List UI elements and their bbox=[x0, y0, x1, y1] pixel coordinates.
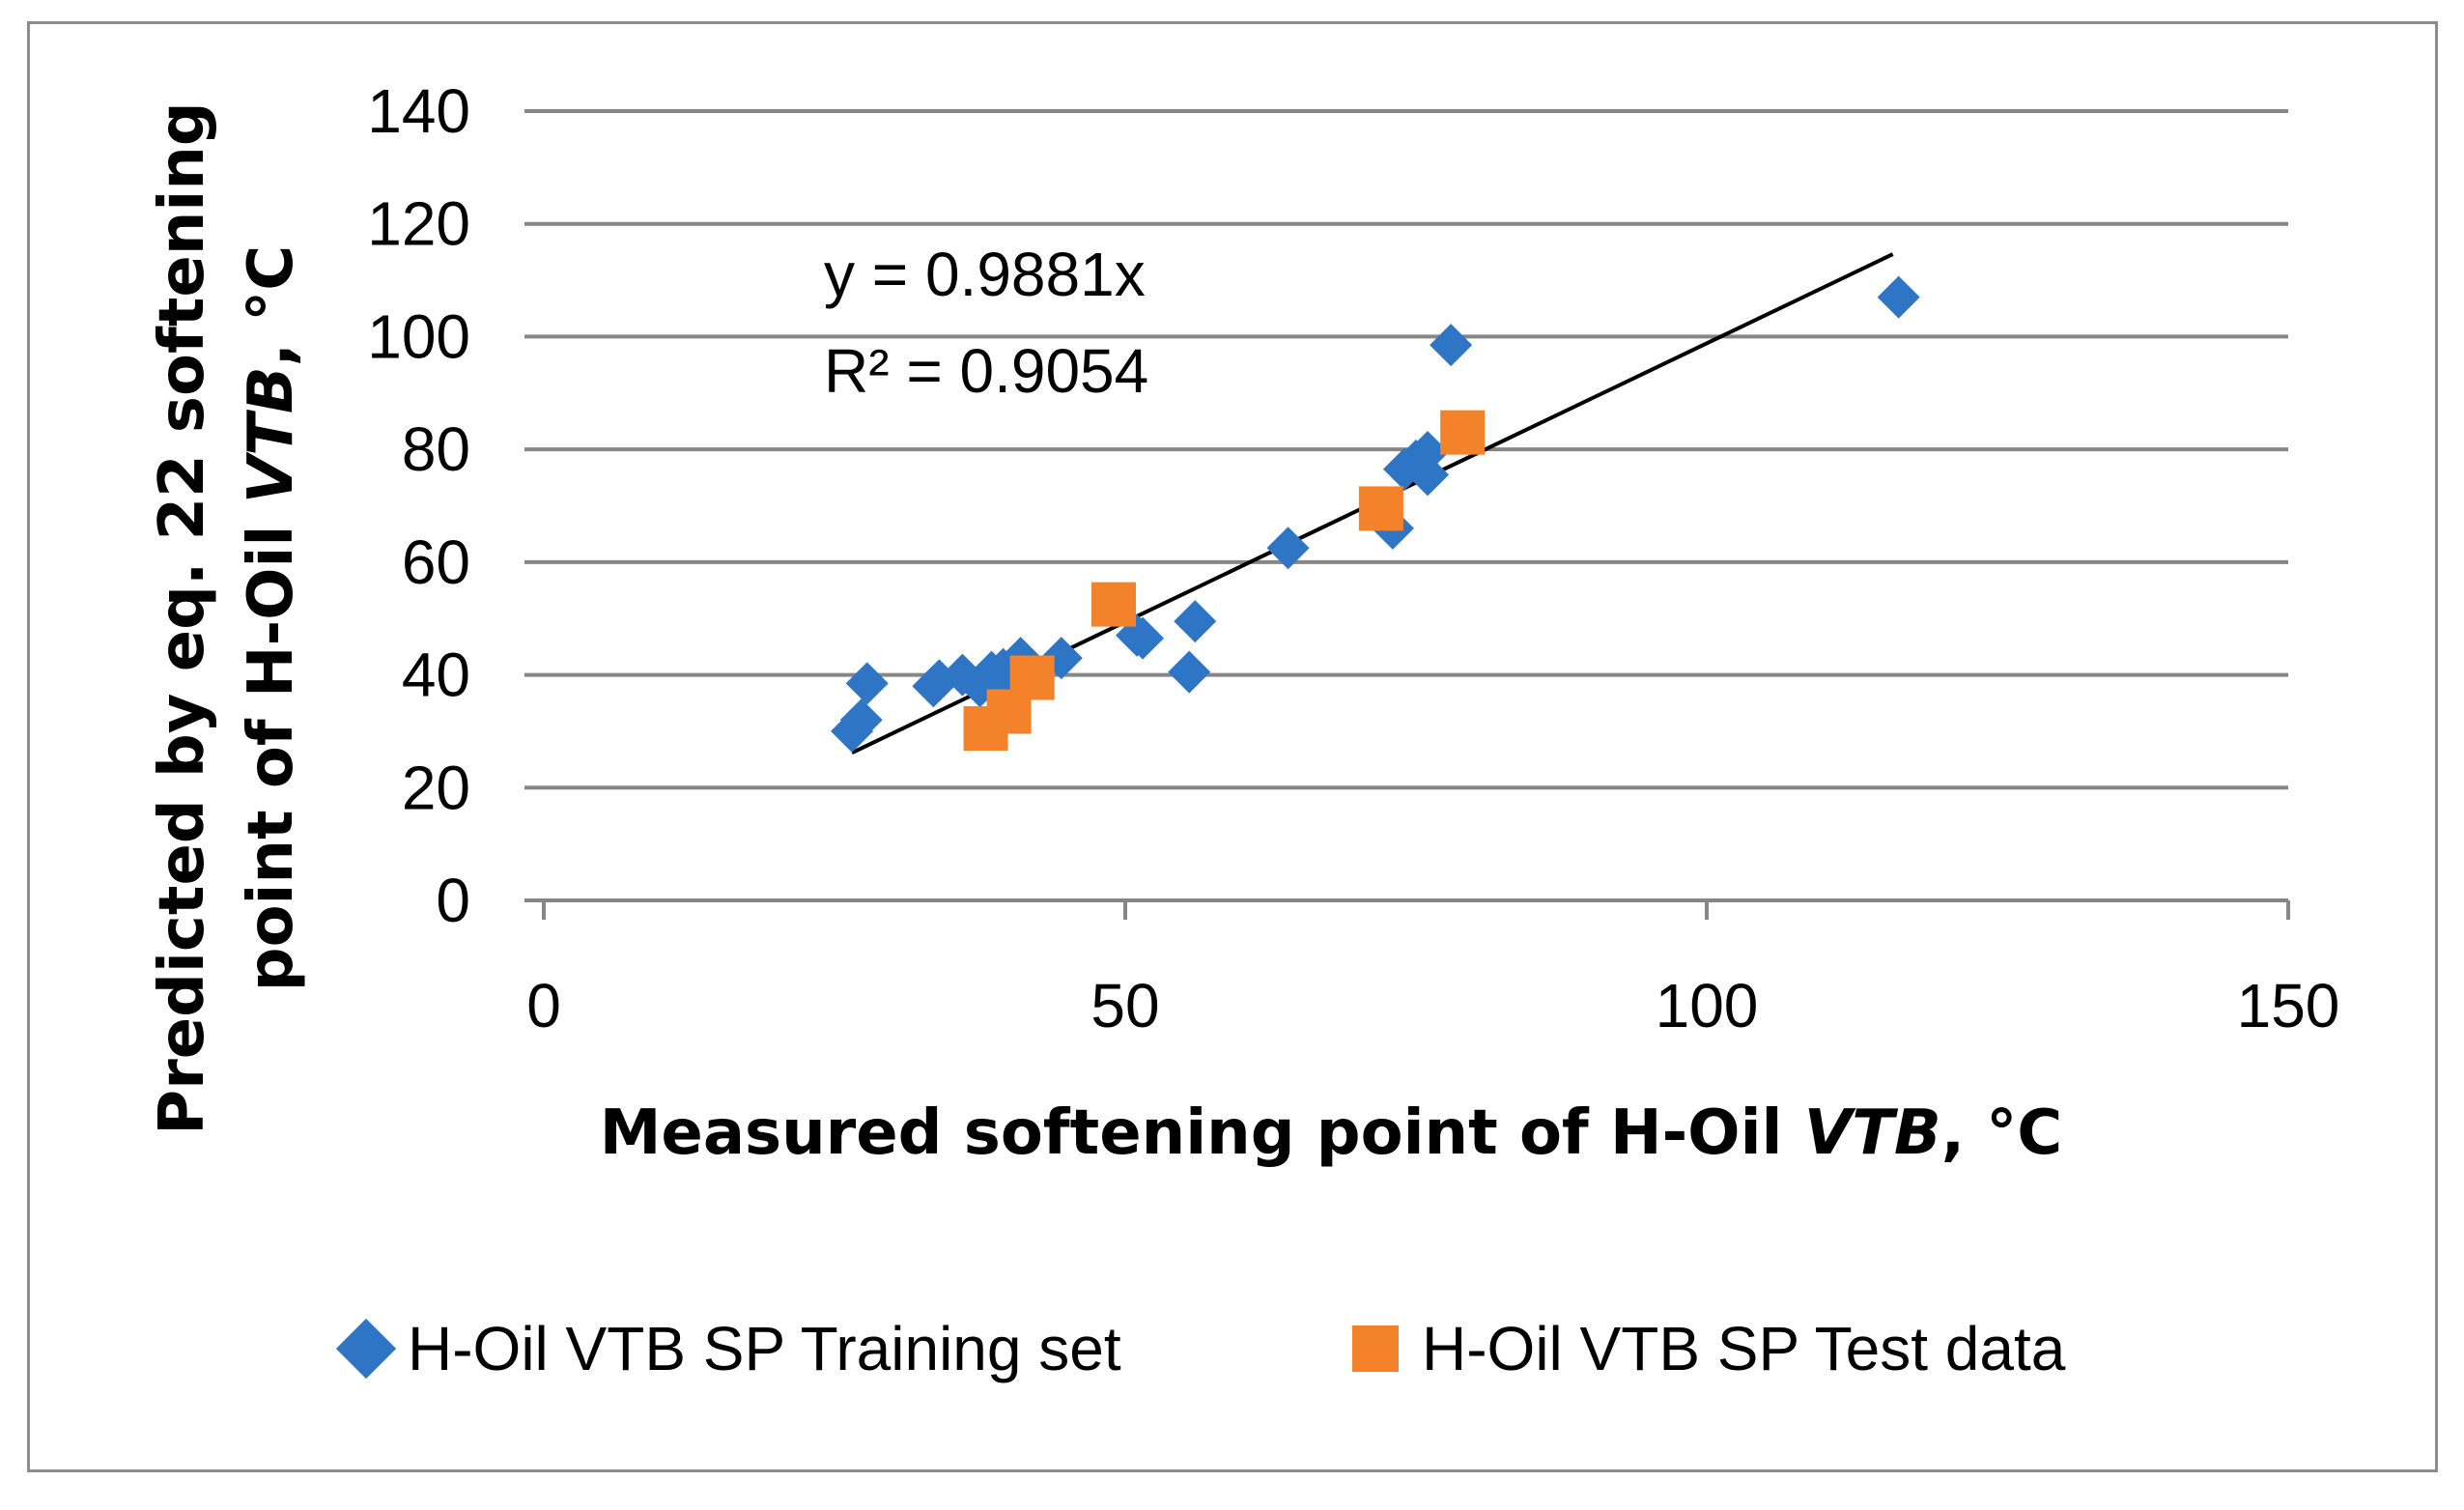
data-point-training bbox=[1430, 324, 1473, 367]
legend-label-test: H-Oil VTB SP Test data bbox=[1422, 1314, 2066, 1383]
x-tick-labels: 0 50 100 150 bbox=[526, 971, 2339, 1040]
data-point-test bbox=[1440, 410, 1486, 455]
data-point-training bbox=[1121, 616, 1165, 660]
data-point-training bbox=[1266, 527, 1310, 570]
y-tick-label: 100 bbox=[367, 301, 470, 371]
data-point-training bbox=[1877, 275, 1920, 319]
data-point-training bbox=[1168, 650, 1211, 694]
y-tick-label: 60 bbox=[402, 527, 470, 597]
x-axis-title-prefix: Measured softening point of H-Oil bbox=[600, 1097, 1804, 1169]
data-point-training bbox=[1406, 453, 1450, 497]
x-tick-label: 50 bbox=[1090, 971, 1159, 1040]
y-axis-title-line2: point of H-Oil VTB, °C bbox=[236, 245, 307, 991]
x-tick-label: 150 bbox=[2237, 971, 2340, 1040]
data-point-training bbox=[839, 698, 883, 742]
x-axis-title-italic: VTB bbox=[1804, 1097, 1941, 1169]
y-axis-title: Predicted by eq. 22 softening point of H… bbox=[147, 101, 307, 1134]
x-axis-title: Measured softening point of H-Oil VTB, °… bbox=[600, 1097, 2063, 1169]
y-tick-label: 80 bbox=[402, 414, 470, 484]
y-tick-label: 120 bbox=[367, 189, 470, 259]
legend-label-training: H-Oil VTB SP Training set bbox=[408, 1314, 1121, 1383]
y-tick-labels: 0 20 40 60 80 100 120 140 bbox=[367, 76, 470, 935]
data-point-test bbox=[1358, 486, 1403, 531]
trendline-equation: y = 0.9881x bbox=[824, 240, 1146, 309]
y-axis-title-line2-prefix: point of H-Oil bbox=[236, 503, 307, 991]
y-axis-title-line2-italic: VTB bbox=[236, 366, 307, 503]
data-points bbox=[831, 275, 1920, 753]
x-tick-marks bbox=[542, 900, 2290, 920]
data-point-training bbox=[1174, 600, 1217, 643]
x-tick-label: 0 bbox=[526, 971, 561, 1040]
y-tick-label: 20 bbox=[402, 753, 470, 822]
trendline-r-squared: R² = 0.9054 bbox=[824, 336, 1148, 406]
data-point-training bbox=[1406, 431, 1450, 474]
gridlines bbox=[524, 109, 2288, 902]
y-tick-label: 140 bbox=[367, 76, 470, 146]
y-tick-label: 40 bbox=[402, 641, 470, 710]
y-tick-label: 0 bbox=[436, 866, 470, 935]
legend-marker-test bbox=[1352, 1325, 1399, 1372]
data-point-training bbox=[845, 662, 889, 705]
x-axis-title-suffix: , °C bbox=[1941, 1097, 2063, 1169]
legend-marker-training bbox=[335, 1318, 397, 1380]
y-axis-title-line2-suffix: , °C bbox=[236, 245, 307, 367]
chart-frame bbox=[27, 21, 2438, 1472]
legend: H-Oil VTB SP Training set H-Oil VTB SP T… bbox=[335, 1314, 2066, 1383]
data-point-test bbox=[1009, 655, 1055, 700]
y-axis-title-line1: Predicted by eq. 22 softening bbox=[147, 101, 218, 1134]
x-tick-label: 100 bbox=[1656, 971, 1759, 1040]
data-point-test bbox=[1090, 582, 1136, 627]
